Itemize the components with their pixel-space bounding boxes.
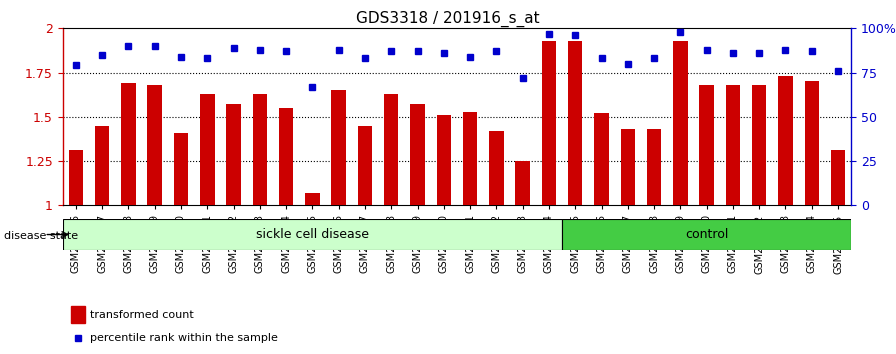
Bar <box>384 94 399 205</box>
Bar <box>726 85 740 205</box>
Bar <box>489 131 504 205</box>
Text: GDS3318 / 201916_s_at: GDS3318 / 201916_s_at <box>357 11 539 27</box>
Bar <box>463 112 478 205</box>
Bar <box>306 193 320 205</box>
Bar <box>69 150 83 205</box>
Bar <box>148 85 162 205</box>
Bar <box>410 104 425 205</box>
Bar <box>779 76 793 205</box>
Text: sickle cell disease: sickle cell disease <box>256 228 369 241</box>
Bar <box>174 133 188 205</box>
Bar <box>568 41 582 205</box>
Bar <box>71 306 85 323</box>
Bar <box>752 85 766 205</box>
Bar <box>332 90 346 205</box>
Text: disease state: disease state <box>4 232 79 241</box>
Bar <box>358 126 372 205</box>
Bar <box>700 85 714 205</box>
Text: control: control <box>685 228 728 241</box>
Bar <box>562 219 851 250</box>
Bar <box>279 108 293 205</box>
Bar <box>805 81 819 205</box>
Text: percentile rank within the sample: percentile rank within the sample <box>90 333 278 343</box>
Bar <box>647 129 661 205</box>
Bar <box>673 41 687 205</box>
Bar <box>227 104 241 205</box>
Bar <box>121 83 135 205</box>
Bar <box>200 94 214 205</box>
Bar <box>63 219 562 250</box>
Bar <box>515 161 530 205</box>
Bar <box>594 113 608 205</box>
Bar <box>621 129 635 205</box>
Bar <box>436 115 451 205</box>
Text: transformed count: transformed count <box>90 310 194 320</box>
Bar <box>95 126 109 205</box>
Bar <box>831 150 845 205</box>
Bar <box>542 41 556 205</box>
Bar <box>253 94 267 205</box>
